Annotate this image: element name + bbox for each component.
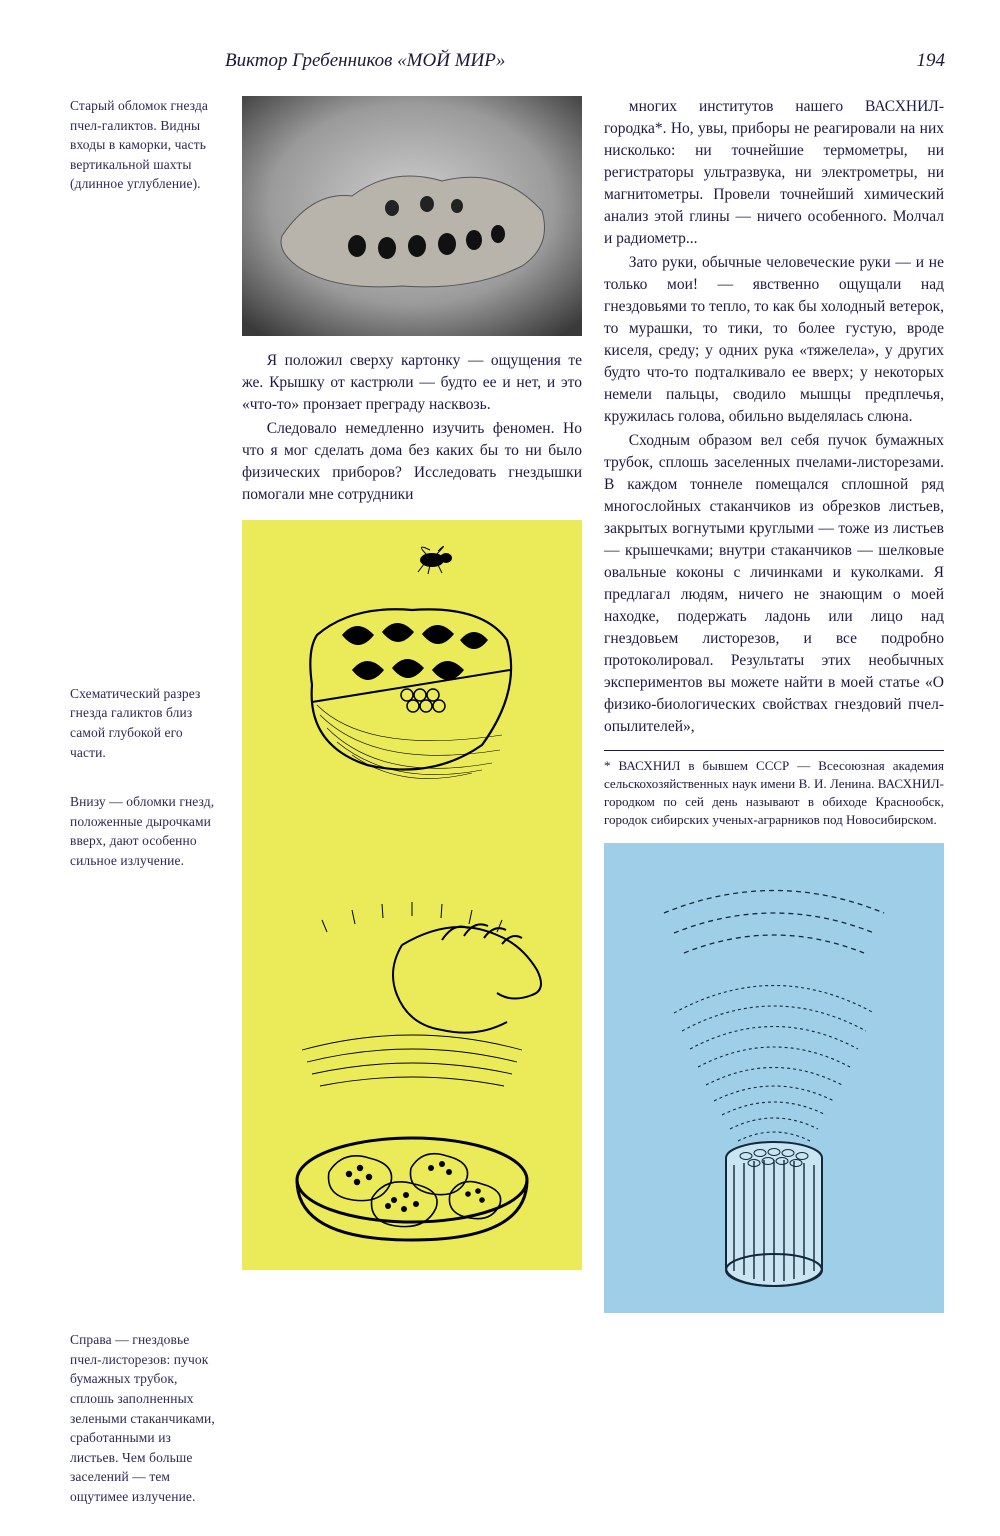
paragraph: Сходным образом вел себя пучок бумажных … (604, 430, 944, 738)
spacer (70, 224, 220, 684)
body-text-right: многих институтов нашего ВАСХНИЛ-городка… (604, 96, 944, 740)
footnote: * ВАСХНИЛ в бывшем СССР — Всесоюзная ака… (604, 750, 944, 829)
illustration-yellow (242, 520, 582, 1270)
paragraph: Зато руки, обычные человеческие руки — и… (604, 252, 944, 428)
spacer (70, 900, 220, 1330)
main-columns: Старый обломок гнезда пчел-галиктов. Вид… (70, 96, 945, 1536)
sidenote-1: Старый обломок гнезда пчел-галиктов. Вид… (70, 96, 220, 194)
sidenote-column: Старый обломок гнезда пчел-галиктов. Вид… (70, 96, 220, 1536)
right-column: многих институтов нашего ВАСХНИЛ-городка… (604, 96, 944, 1536)
page-header: Виктор Гребенников «МОЙ МИР» 194 (70, 50, 945, 72)
paragraph: многих институтов нашего ВАСХНИЛ-городка… (604, 96, 944, 250)
middle-column: Я положил сверху картонку — ощущения те … (242, 96, 582, 1536)
sidenote-3: Внизу — обломки гнезд, положенные дырочк… (70, 792, 220, 870)
photo-nest-fragment (242, 96, 582, 336)
page-number: 194 (917, 50, 946, 72)
sidenote-2: Схематический разрез гнезда галиктов бли… (70, 684, 220, 762)
paragraph: Я положил сверху картонку — ощущения те … (242, 350, 582, 416)
paragraph: Следовало немедленно изучить феномен. Но… (242, 418, 582, 506)
body-text-middle: Я положил сверху картонку — ощущения те … (242, 350, 582, 508)
blue-illustration-icon (604, 843, 944, 1313)
illustration-blue (604, 843, 944, 1313)
book-title: Виктор Гребенников «МОЙ МИР» (225, 50, 505, 72)
photo-illustration-icon (242, 96, 582, 336)
yellow-illustration-icon (242, 520, 582, 1270)
sidenote-4: Справа — гнездовье пчел-листорезов: пучо… (70, 1330, 220, 1506)
